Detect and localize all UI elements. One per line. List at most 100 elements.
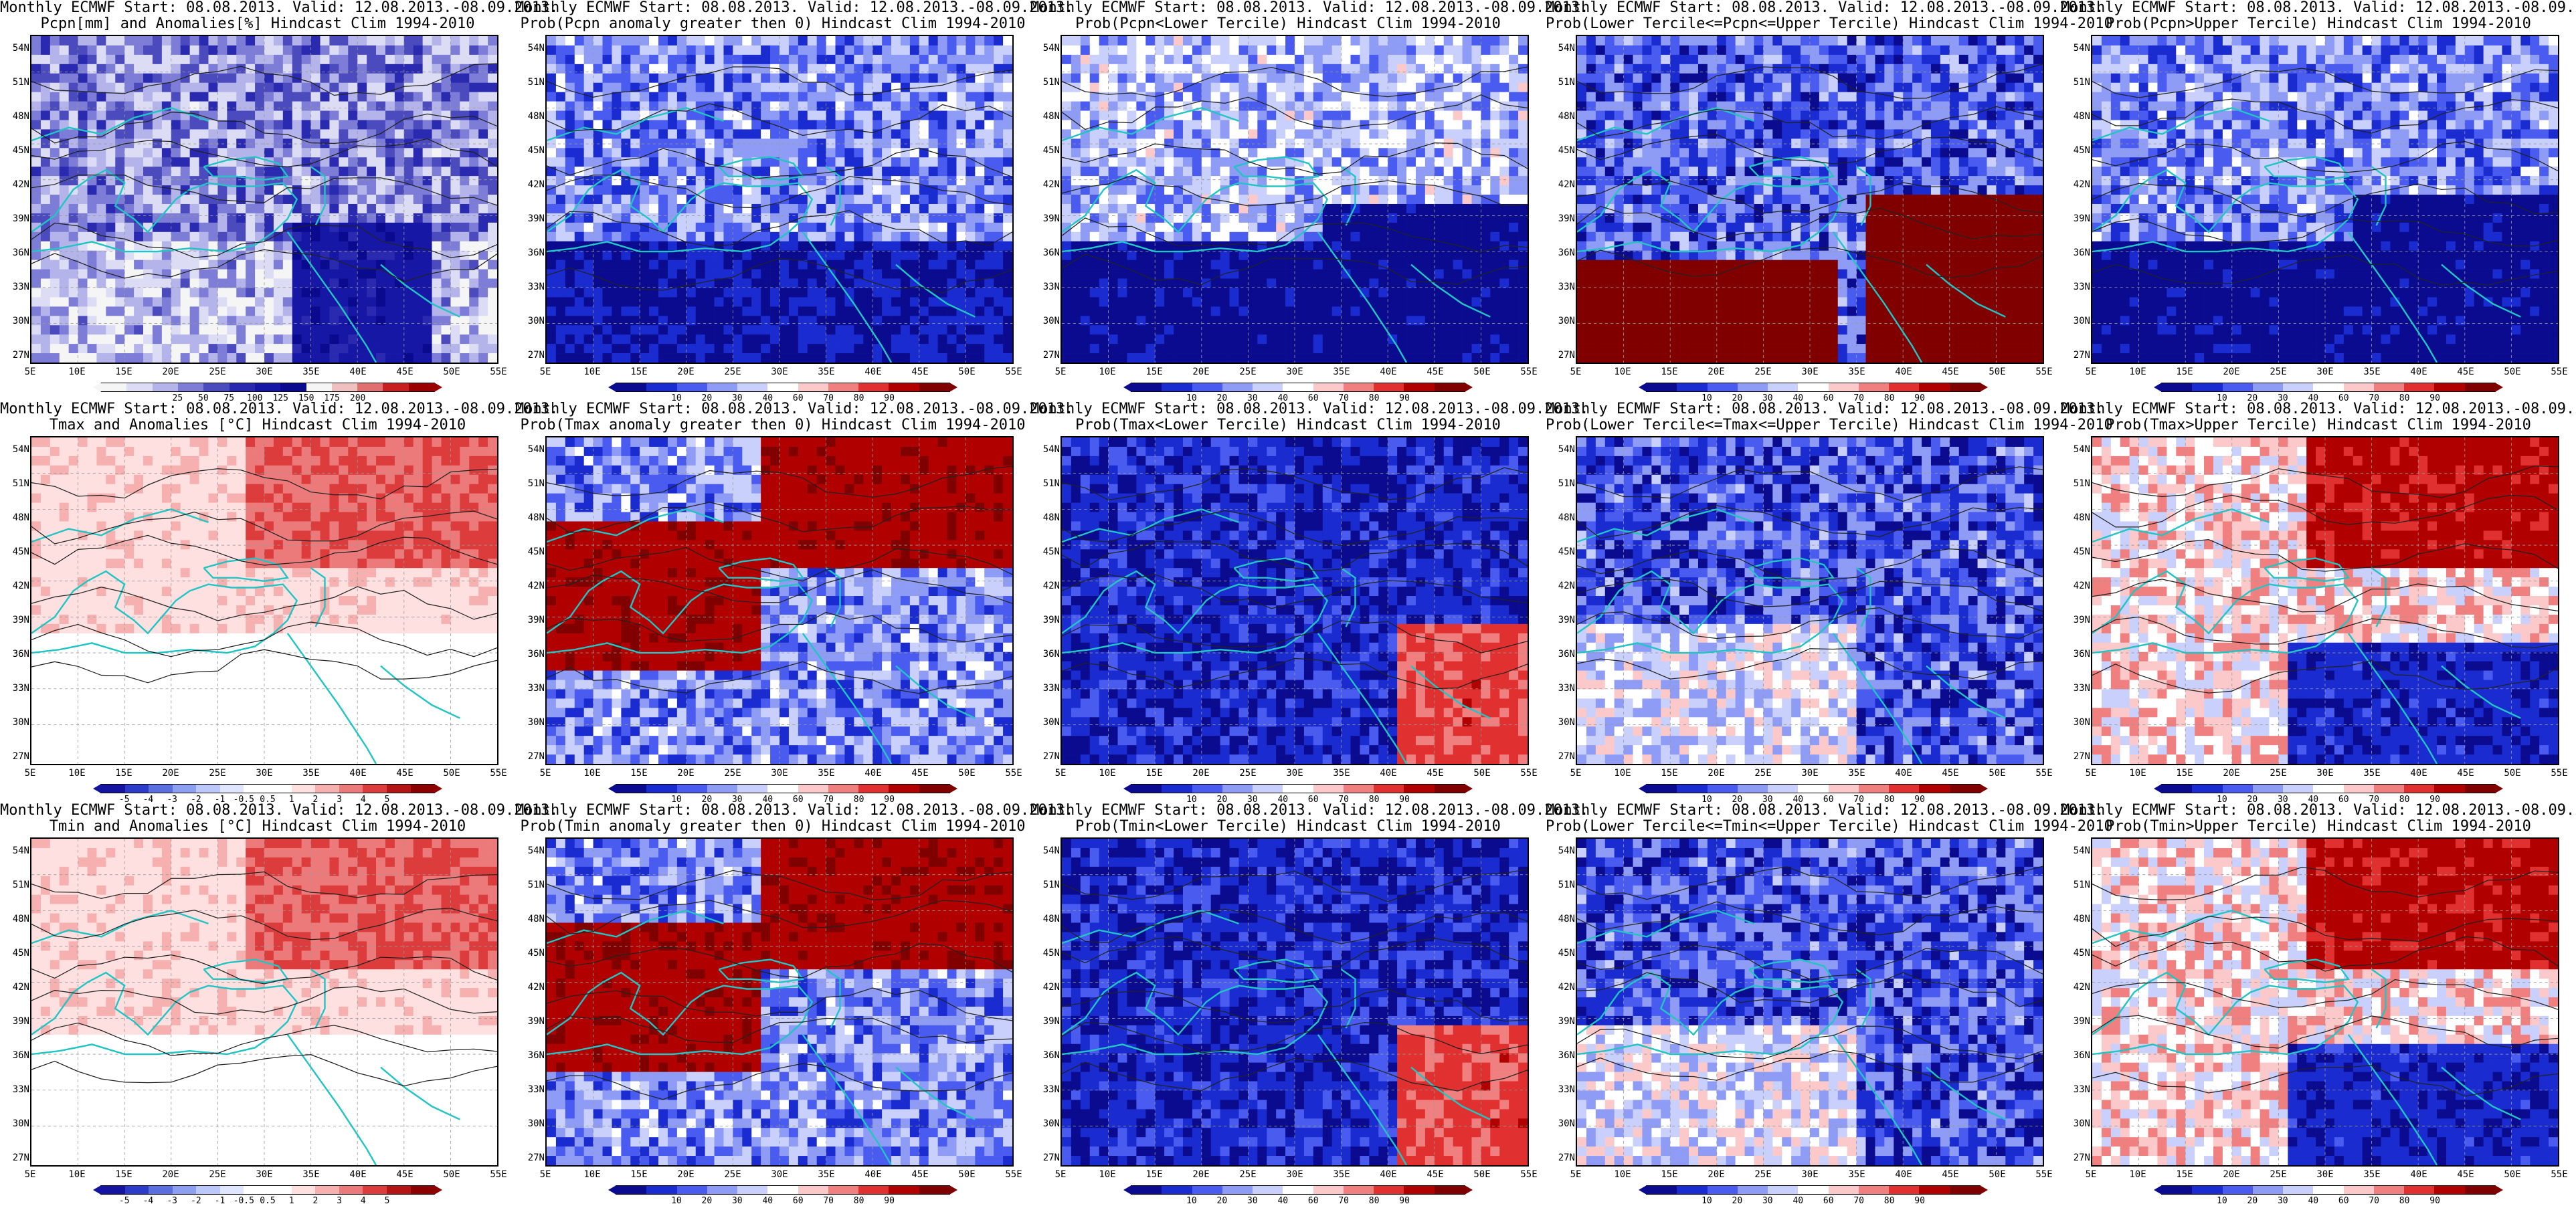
lat-label: 42N [519,982,545,993]
lon-label: 35E [2363,768,2380,779]
lat-label: 51N [4,77,29,88]
lon-label: 50E [1473,1169,1490,1180]
lon-label: 5E [1055,367,1067,377]
lat-label: 48N [1550,111,1575,122]
lon-label: 15E [1145,1169,1162,1180]
lat-label: 39N [1550,615,1575,625]
colorbar [100,383,435,392]
map-field [2092,36,2558,363]
colorbar-swatch [1829,785,1859,793]
lon-label: 35E [302,1169,319,1180]
lon-label: 40E [1895,1169,1912,1180]
colorbar-tick-label: -4 [143,1196,154,1206]
lon-label: 25E [1754,1169,1771,1180]
lon-label: 35E [818,768,834,779]
lon-label: 45E [1427,367,1443,377]
colorbar-swatch [1859,785,1889,793]
colorbar-swatch [2434,383,2464,391]
lat-label: 27N [1034,751,1060,762]
lon-label: 15E [1145,768,1162,779]
panel-title-line2: Prob(Pcpn anomaly greater then 0) Hindca… [515,16,1030,32]
lat-label: 45N [1034,145,1060,156]
lon-label: 35E [2363,1169,2380,1180]
colorbar-swatch [196,1186,220,1194]
colorbar-arrow-left [608,1185,616,1195]
lat-label: 54N [1550,845,1575,856]
colorbar-swatch [357,383,383,391]
colorbar-swatch [220,1186,244,1194]
lon-label: 20E [2223,1169,2239,1180]
colorbar-swatch [125,785,149,793]
lat-label: 48N [519,914,545,924]
lon-label: 45E [1942,768,1958,779]
colorbar-swatch [363,1186,387,1194]
colorbar-swatch [1950,785,1980,793]
lon-label: 55E [1005,768,1022,779]
lon-label: 45E [1942,1169,1958,1180]
colorbar-swatch [1435,383,1465,391]
lon-label: 50E [1989,367,2005,377]
lat-label: 48N [4,914,29,924]
colorbar [616,1185,950,1195]
colorbar [2161,383,2496,392]
lat-label: 27N [1550,350,1575,361]
colorbar-tick-label: 80 [1884,1196,1895,1206]
map-field [2092,437,2558,764]
lon-label: 15E [1661,1169,1677,1180]
colorbar-swatch [1344,1186,1374,1194]
colorbar-swatch [2344,785,2374,793]
panel-title-line2: Tmin and Anomalies [°C] Hindcast Clim 19… [0,819,515,835]
map-field [1577,839,2043,1165]
colorbar-swatch [2313,383,2343,391]
colorbar-swatch [1131,383,1162,391]
colorbar-swatch [1738,383,1768,391]
colorbar-swatch [707,383,737,391]
lon-label: 25E [1754,367,1771,377]
lat-label: 33N [1550,282,1575,292]
colorbar-swatch [126,383,152,391]
lon-label: 35E [818,367,834,377]
map-panel: Monthly ECMWF Start: 08.08.2013. Valid: … [515,401,1030,803]
colorbar-swatch [173,785,197,793]
lon-label: 5E [2086,367,2097,377]
lat-label: 30N [2065,316,2090,326]
lat-label: 51N [2065,478,2090,489]
map-plot [2091,837,2559,1167]
panel-title-line2: Prob(Pcpn<Lower Tercile) Hindcast Clim 1… [1030,16,1546,32]
map-field [547,36,1012,363]
colorbar-swatch [1162,785,1192,793]
lon-label: 50E [1989,1169,2005,1180]
lon-label: 25E [2270,768,2286,779]
lat-label: 27N [519,350,545,361]
map-plot [2091,436,2559,765]
colorbar-swatch [1889,785,1919,793]
colorbar-swatch [2223,1186,2253,1194]
colorbar-swatch [1889,1186,1919,1194]
lon-label: 45E [396,367,413,377]
lat-label: 27N [1034,1152,1060,1163]
colorbar-tick-label: 1 [289,1196,294,1206]
lon-label: 40E [2410,768,2427,779]
colorbar-swatch [1283,785,1313,793]
map-plot [2091,35,2559,364]
lon-label: 5E [540,1169,551,1180]
colorbar-swatch [646,1186,676,1194]
colorbar [1646,1185,1981,1195]
colorbar-swatch [383,383,408,391]
map-field [547,839,1012,1165]
colorbar-swatch [387,1186,411,1194]
colorbar-swatch [2434,785,2464,793]
map-plot [30,837,498,1167]
colorbar-arrow-left [1123,1185,1131,1195]
map-field [1062,437,1528,764]
colorbar-arrow-right [1465,1185,1473,1195]
lat-label: 27N [4,350,29,361]
colorbar-swatch [1738,1186,1768,1194]
lon-label: 30E [1286,768,1303,779]
lon-label: 10E [2129,367,2146,377]
colorbar-tick-label: 40 [1792,1196,1803,1206]
colorbar-swatch [1708,1186,1738,1194]
lon-label: 20E [677,367,694,377]
lat-label: 30N [4,1118,29,1129]
lon-label: 10E [1099,768,1115,779]
